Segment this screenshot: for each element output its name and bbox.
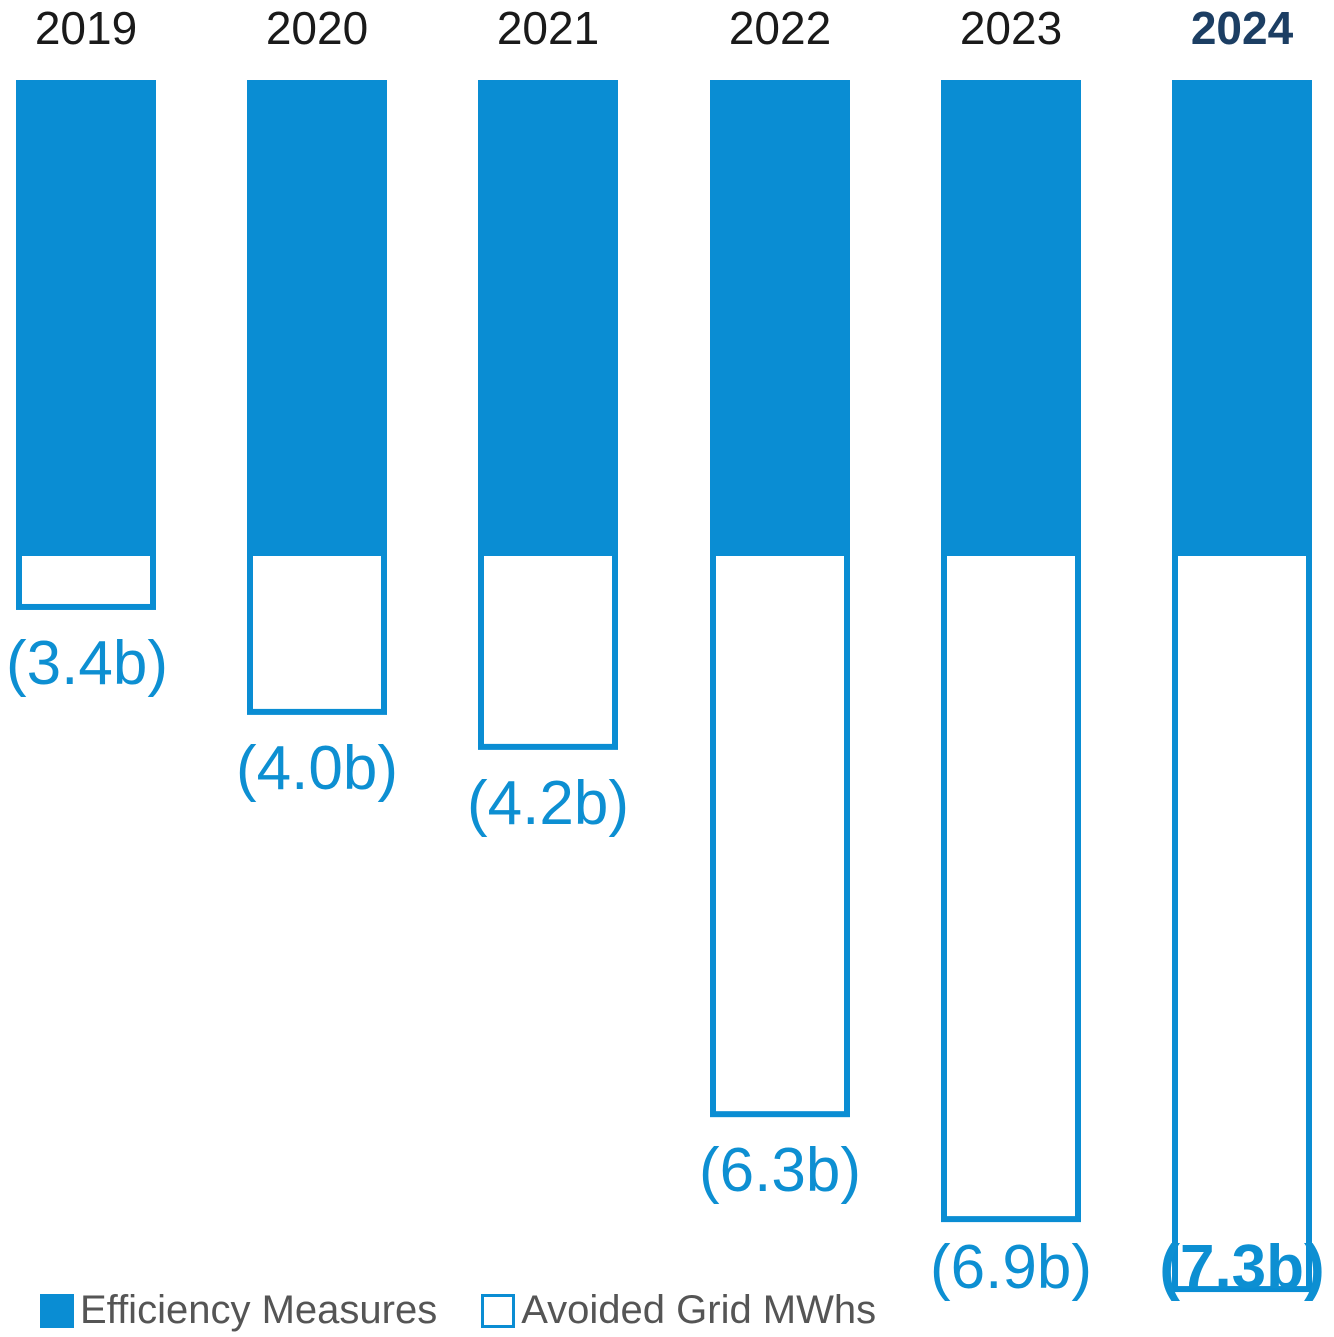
bar-group-2022: 2022 (6.3b) <box>699 2 861 1205</box>
value-label-2019: (3.4b) <box>6 629 168 698</box>
bar-efficiency-2023 <box>941 80 1081 556</box>
bar-group-2024: 2024 (7.3b) <box>1159 2 1324 1302</box>
legend-label-avoided: Avoided Grid MWhs <box>521 1288 877 1332</box>
legend-swatch-avoided <box>481 1293 516 1328</box>
bar-efficiency-2024 <box>1172 80 1312 556</box>
bar-avoided-2024 <box>1172 550 1312 1293</box>
legend-swatch-efficiency <box>40 1293 74 1328</box>
value-label-2022: (6.3b) <box>699 1136 861 1205</box>
bar-group-2020: 2020 (4.0b) <box>236 2 398 803</box>
bar-group-2023: 2023 (6.9b) <box>930 2 1092 1302</box>
year-label-2023: 2023 <box>960 2 1062 54</box>
year-label-2019: 2019 <box>35 2 137 54</box>
year-label-2020: 2020 <box>266 2 368 54</box>
legend-item-avoided: Avoided Grid MWhs <box>481 1288 876 1333</box>
bar-group-2019: 2019 (3.4b) <box>6 2 168 698</box>
bar-avoided-2022 <box>710 550 850 1118</box>
legend: Efficiency Measures Avoided Grid MWhs <box>40 1288 920 1333</box>
legend-item-efficiency: Efficiency Measures <box>40 1288 437 1333</box>
bar-efficiency-2020 <box>247 80 387 556</box>
bar-efficiency-2022 <box>710 80 850 556</box>
legend-label-efficiency: Efficiency Measures <box>80 1288 438 1332</box>
value-label-2024: (7.3b) <box>1159 1233 1324 1302</box>
year-label-2021: 2021 <box>497 2 599 54</box>
value-label-2021: (4.2b) <box>467 769 629 838</box>
bar-group-2021: 2021 (4.2b) <box>467 2 629 838</box>
bar-efficiency-2021 <box>478 80 618 556</box>
bar-avoided-2020 <box>247 550 387 715</box>
bar-avoided-2021 <box>478 550 618 750</box>
year-label-2022: 2022 <box>729 2 831 54</box>
value-label-2023: (6.9b) <box>930 1233 1092 1302</box>
bar-avoided-2023 <box>941 550 1081 1223</box>
value-label-2020: (4.0b) <box>236 734 398 803</box>
year-label-2024: 2024 <box>1191 2 1294 54</box>
bar-avoided-2019 <box>16 550 156 610</box>
bar-efficiency-2019 <box>16 80 156 556</box>
